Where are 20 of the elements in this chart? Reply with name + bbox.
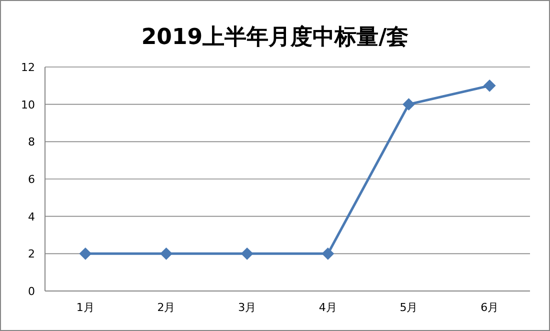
y-tick-label: 2 bbox=[28, 248, 35, 261]
x-tick-label: 3月 bbox=[238, 301, 256, 314]
point bbox=[79, 248, 92, 260]
y-tick-label: 4 bbox=[28, 210, 35, 224]
point bbox=[160, 248, 172, 260]
point bbox=[484, 80, 496, 92]
x-tick-label: 2月 bbox=[157, 301, 176, 314]
x-tick-label: 5月 bbox=[400, 301, 418, 314]
x-tick-label: 1月 bbox=[76, 301, 94, 314]
x-tick-label: 6月 bbox=[480, 301, 499, 314]
y-tick-label: 10 bbox=[21, 98, 35, 112]
point bbox=[241, 248, 254, 260]
x-tick-label: 4月 bbox=[318, 301, 337, 314]
chart-title: 2019上半年月度中标量/套 bbox=[141, 24, 409, 50]
point bbox=[402, 98, 415, 110]
y-tick-label: 8 bbox=[28, 136, 35, 149]
y-tick-label: 0 bbox=[28, 285, 35, 298]
y-tick-label: 6 bbox=[28, 173, 35, 186]
point bbox=[322, 248, 334, 260]
y-tick-label: 12 bbox=[21, 61, 35, 74]
